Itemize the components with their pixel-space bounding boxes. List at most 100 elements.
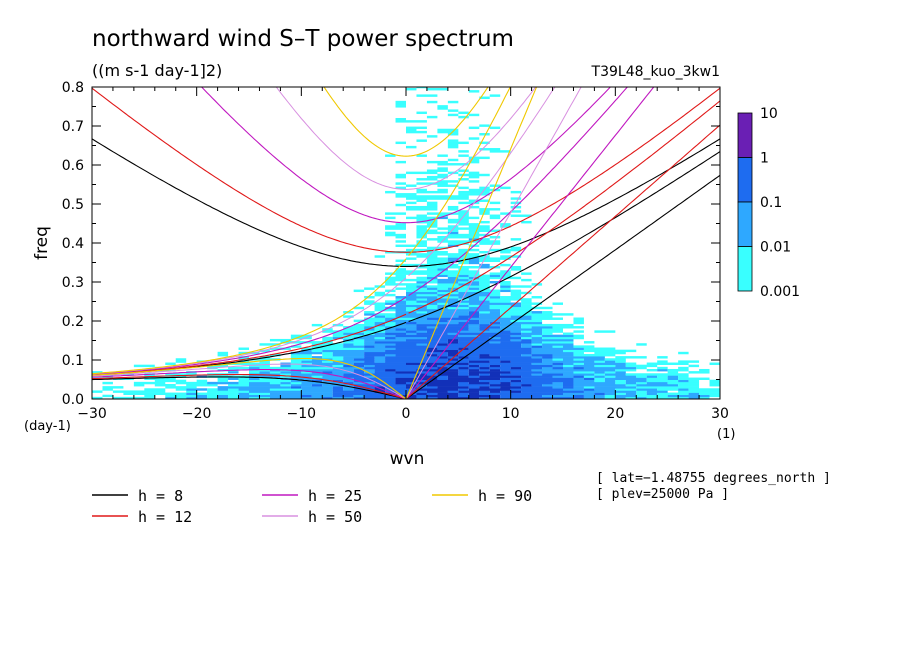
heatmap-cell (259, 349, 270, 353)
heatmap-cell (458, 210, 469, 213)
heatmap-cell (510, 390, 522, 393)
heatmap-cell (238, 394, 302, 398)
heatmap-cell (479, 366, 490, 370)
heatmap-cell (343, 358, 354, 361)
heatmap-cell (437, 105, 448, 108)
heatmap-cell (144, 377, 176, 380)
heatmap-cell (416, 225, 438, 228)
heatmap-cell (447, 276, 459, 280)
heatmap-cell (604, 373, 626, 376)
heatmap-cell (364, 368, 375, 372)
heatmap-cell (332, 390, 375, 393)
heatmap-cell (364, 287, 375, 290)
heatmap-cell (447, 143, 459, 147)
heatmap-cell (552, 386, 563, 389)
heatmap-cell (406, 396, 417, 399)
heatmap-cell (437, 154, 448, 157)
heatmap-cell (426, 238, 448, 241)
heatmap-cell (625, 373, 689, 376)
heatmap-cell (343, 336, 354, 340)
heatmap-cell (426, 330, 459, 333)
heatmap-cell (531, 338, 574, 342)
heatmap-cell (468, 388, 511, 391)
heatmap-cell (426, 212, 469, 215)
heatmap-cell (395, 186, 406, 190)
heatmap-cell (510, 238, 522, 241)
y-tick-label: 0.4 (62, 236, 84, 252)
heatmap-cell (458, 173, 490, 177)
heatmap-cell (615, 360, 626, 363)
heatmap-cell (322, 360, 333, 363)
heatmap-cell (447, 319, 469, 323)
colorbar-segment (737, 157, 753, 203)
y-tick-label: 0.7 (62, 119, 84, 135)
heatmap-cell (343, 356, 365, 359)
heatmap-cell (489, 274, 501, 278)
heatmap-cell (249, 390, 333, 393)
heatmap-cell (311, 383, 323, 387)
heatmap-cell (500, 326, 522, 329)
heatmap-cell (437, 227, 490, 230)
heatmap-cell (332, 386, 344, 389)
heatmap-cell (322, 371, 333, 374)
heatmap-cell (322, 338, 333, 342)
heatmap-cell (290, 362, 312, 365)
heatmap-cell (217, 377, 229, 380)
heatmap-cell (542, 394, 574, 398)
heatmap-cell (374, 341, 448, 344)
heatmap-cell (468, 171, 480, 175)
heatmap-cell (447, 366, 459, 370)
heatmap-cell (395, 203, 406, 207)
heatmap-cell (657, 375, 668, 378)
heatmap-cell (353, 306, 365, 310)
heatmap-cell (468, 386, 480, 389)
heatmap-cell (479, 396, 490, 399)
heatmap-cell (573, 334, 584, 338)
heatmap-cell (437, 377, 448, 380)
heatmap-cell (385, 225, 406, 228)
heatmap-cell (301, 386, 333, 389)
heatmap-cell (531, 311, 543, 314)
chart-title: northward wind S–T power spectrum (92, 26, 514, 52)
heatmap-cell (406, 201, 417, 205)
heatmap-cell (479, 220, 490, 224)
heatmap-cell (332, 360, 365, 363)
heatmap-cell (374, 321, 386, 325)
heatmap-cell (458, 276, 469, 280)
heatmap-cell (437, 107, 448, 110)
heatmap-cell (416, 242, 427, 245)
dispersion-curve-h12 (92, 87, 720, 253)
heatmap-cell (406, 321, 417, 325)
heatmap-cell (364, 343, 396, 346)
heatmap-cell (500, 315, 511, 318)
heatmap-cell (385, 317, 396, 320)
heatmap-cell (500, 223, 511, 226)
heatmap-cell (437, 356, 448, 359)
heatmap-cell (395, 300, 406, 303)
heatmap-cell (521, 300, 532, 303)
heatmap-cell (228, 371, 239, 374)
heatmap-cell (573, 381, 616, 385)
heatmap-cell (458, 392, 469, 396)
heatmap-cell (458, 373, 469, 376)
heatmap-cell (269, 371, 281, 374)
heatmap-cell (395, 323, 417, 327)
heatmap-cell (542, 328, 563, 331)
heatmap-cell (479, 186, 490, 190)
heatmap-cell (385, 190, 396, 194)
heatmap-cell (573, 364, 595, 368)
heatmap-cell (458, 287, 469, 290)
heatmap-cell (657, 366, 668, 370)
heatmap-cell (552, 375, 574, 378)
heatmap-cell (500, 336, 522, 340)
heatmap-cell (353, 383, 406, 387)
dispersion-curve-h12 (92, 373, 407, 399)
heatmap-cell (500, 386, 522, 389)
heatmap-cell (594, 377, 605, 380)
heatmap-cell (364, 351, 448, 355)
dispersion-curve-h90 (323, 87, 489, 157)
heatmap-cell (458, 223, 480, 226)
heatmap-cell (395, 328, 406, 331)
heatmap-cell (468, 311, 480, 314)
heatmap-cell (406, 285, 417, 288)
